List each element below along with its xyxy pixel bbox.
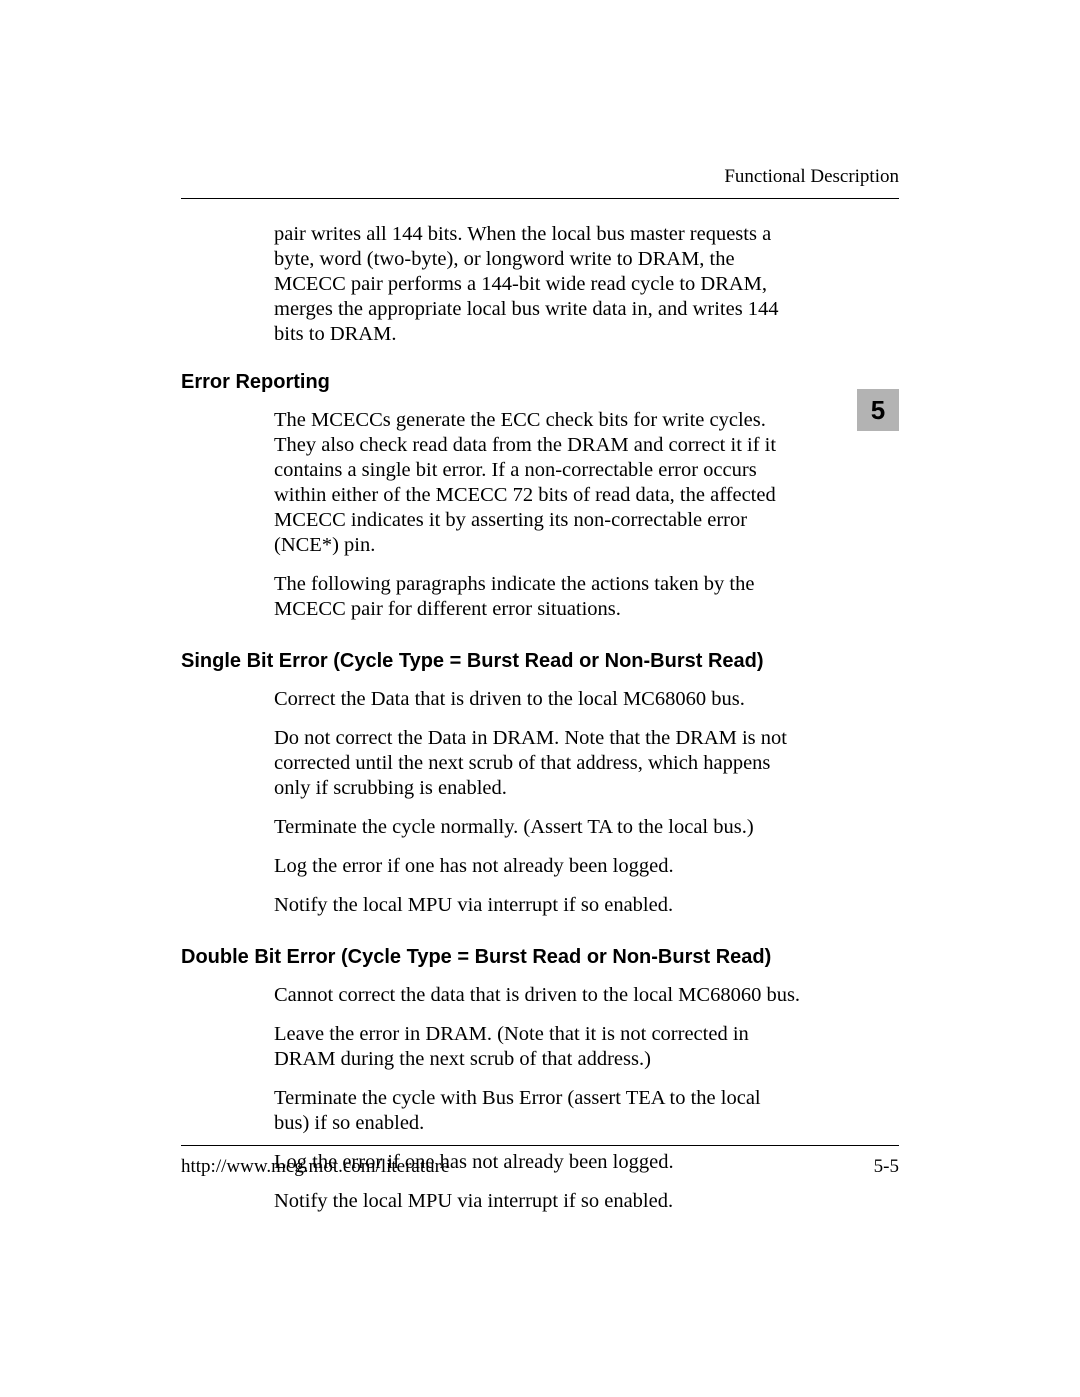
body-paragraph: Cannot correct the data that is driven t… bbox=[274, 983, 801, 1008]
body-paragraph: The following paragraphs indicate the ac… bbox=[274, 572, 801, 622]
intro-continuation-block: pair writes all 144 bits. When the local… bbox=[274, 222, 801, 347]
body-paragraph: pair writes all 144 bits. When the local… bbox=[274, 222, 801, 347]
section-body: Correct the Data that is driven to the l… bbox=[274, 687, 801, 918]
body-paragraph: Terminate the cycle normally. (Assert TA… bbox=[274, 815, 801, 840]
page-footer: http://www.mcg.mot.com/literature 5-5 bbox=[181, 1145, 899, 1178]
body-paragraph: Do not correct the Data in DRAM. Note th… bbox=[274, 726, 801, 801]
section-heading-error-reporting: Error Reporting bbox=[181, 371, 801, 394]
section-body: The MCECCs generate the ECC check bits f… bbox=[274, 408, 801, 622]
body-paragraph: Correct the Data that is driven to the l… bbox=[274, 687, 801, 712]
content-area: pair writes all 144 bits. When the local… bbox=[181, 222, 801, 1228]
footer-url: http://www.mcg.mot.com/literature bbox=[181, 1156, 449, 1178]
footer-page-number: 5-5 bbox=[874, 1156, 899, 1178]
section-heading-single-bit-error: Single Bit Error (Cycle Type = Burst Rea… bbox=[181, 650, 801, 673]
section-body: Cannot correct the data that is driven t… bbox=[274, 983, 801, 1214]
body-paragraph: Leave the error in DRAM. (Note that it i… bbox=[274, 1022, 801, 1072]
chapter-number: 5 bbox=[871, 395, 885, 426]
body-paragraph: The MCECCs generate the ECC check bits f… bbox=[274, 408, 801, 558]
footer-rule bbox=[181, 1145, 899, 1146]
body-paragraph: Log the error if one has not already bee… bbox=[274, 854, 801, 879]
body-paragraph: Notify the local MPU via interrupt if so… bbox=[274, 893, 801, 918]
footer-row: http://www.mcg.mot.com/literature 5-5 bbox=[181, 1156, 899, 1178]
header-section-title: Functional Description bbox=[181, 166, 899, 188]
header-rule bbox=[181, 198, 899, 199]
page-header: Functional Description bbox=[181, 166, 899, 199]
page: Functional Description 5 pair writes all… bbox=[0, 0, 1080, 1397]
body-paragraph: Terminate the cycle with Bus Error (asse… bbox=[274, 1086, 801, 1136]
section-heading-double-bit-error: Double Bit Error (Cycle Type = Burst Rea… bbox=[181, 946, 801, 969]
chapter-tab: 5 bbox=[857, 389, 899, 431]
body-paragraph: Notify the local MPU via interrupt if so… bbox=[274, 1189, 801, 1214]
